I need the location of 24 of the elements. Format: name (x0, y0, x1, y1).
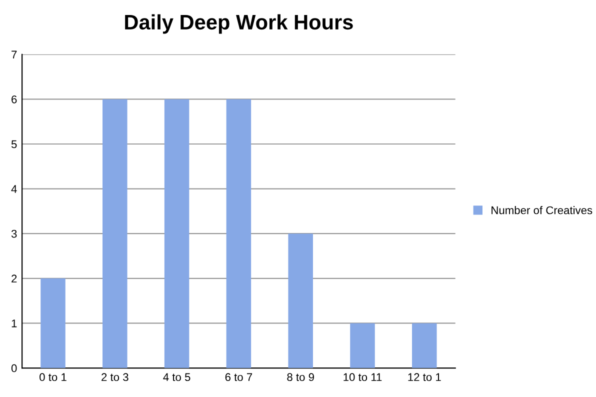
x-tick-label: 4 to 5 (163, 373, 190, 382)
x-tick-label: 6 to 7 (225, 373, 252, 382)
x-tick-label: 10 to 11 (344, 373, 382, 382)
bar (412, 323, 437, 368)
x-tick-label: 2 to 3 (102, 373, 128, 382)
bar (164, 99, 190, 368)
bar (226, 99, 252, 368)
y-tick-label: 0 (11, 364, 17, 372)
x-tick-label: 8 to 9 (287, 373, 314, 382)
x-tick-label: 12 to 1 (408, 373, 441, 382)
chart-title: Daily Deep Work Hours (125, 14, 353, 34)
legend-label: Number of Creatives (492, 206, 592, 214)
y-tick-label: 4 (11, 185, 17, 193)
y-tick-label: 1 (12, 320, 17, 328)
y-tick-label: 3 (11, 230, 17, 238)
y-tick-label: 6 (12, 95, 17, 104)
x-tick-label: 0 to 1 (40, 373, 66, 382)
y-tick-label: 2 (12, 274, 17, 282)
y-tick-label: 5 (11, 140, 17, 148)
bar (350, 323, 375, 368)
bar (102, 99, 128, 368)
bar (288, 234, 313, 368)
bar (40, 278, 66, 368)
y-tick-label: 7 (12, 50, 17, 58)
